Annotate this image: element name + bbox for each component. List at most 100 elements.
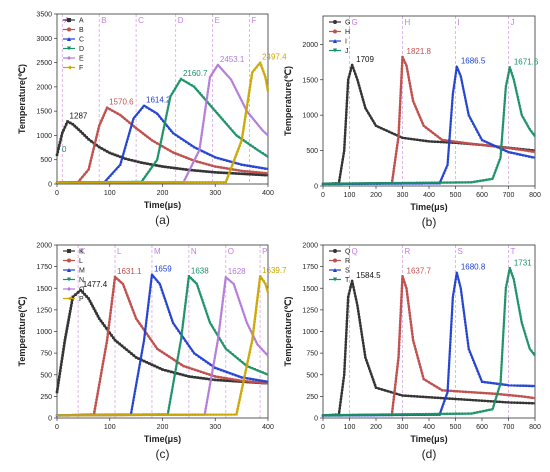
series-marker [393,161,397,165]
series-marker [174,133,177,137]
series-marker [463,95,467,99]
series-marker [99,319,103,323]
series-marker [495,166,498,170]
series-marker [79,181,83,184]
series-marker [262,349,266,353]
series-marker [419,368,423,372]
y-tick-label: 1000 [302,329,318,336]
series-marker [464,326,468,329]
series-marker [222,158,226,162]
series-marker [250,70,254,74]
series-marker [175,372,179,375]
series-marker [506,275,510,279]
series-marker [449,119,453,122]
series-marker [180,332,184,336]
series-marker [498,159,501,162]
series-marker [154,160,157,164]
series-marker [137,181,140,184]
series-marker [346,295,350,299]
series-marker [254,308,258,311]
series-marker [94,413,98,417]
series-marker [502,393,506,396]
series-marker [393,158,397,162]
series-marker [158,180,161,184]
peak-value-label: 1680.8 [461,263,486,272]
series-marker [249,143,252,147]
y-tick-label: 1000 [36,133,52,140]
series-marker [140,161,143,164]
series-marker [427,380,431,384]
series-marker [263,171,267,175]
series-marker [205,401,209,404]
series-marker [164,115,168,118]
legend-marker [67,27,71,32]
series-marker [357,312,361,316]
series-marker [158,144,162,147]
series-marker [460,80,464,84]
series-marker [204,407,208,410]
series-marker [451,298,454,302]
series-marker [178,413,181,417]
series-marker [364,356,367,359]
series-marker [356,81,360,84]
series-marker [433,181,437,185]
series-marker [346,87,349,90]
series-marker [159,285,163,289]
legend-marker [333,258,337,263]
series-marker [142,104,146,107]
series-marker [504,149,508,153]
series-marker [166,109,169,113]
series-marker [178,347,181,351]
series-marker [231,80,234,84]
series-marker [439,179,443,182]
series-marker [198,161,202,164]
series-marker [110,302,113,306]
series-marker [504,295,507,299]
series-marker [483,139,486,143]
y-tick-label: 500 [306,148,318,155]
series-marker [358,86,362,90]
series-marker [196,89,200,93]
series-marker [340,388,344,392]
series-marker [255,302,258,305]
series-marker [222,287,226,291]
series-marker [216,367,220,371]
series-marker [501,400,504,404]
series-marker [491,143,494,147]
series-marker [94,401,98,404]
series-marker [222,379,226,382]
series-marker [243,172,246,176]
series-marker [264,78,268,82]
series-marker [77,128,81,132]
series-marker [430,396,434,399]
series-marker [169,370,173,374]
series-marker [248,365,251,369]
series-marker [150,109,154,112]
series-marker [104,347,107,351]
series-marker [397,413,401,416]
series-marker [393,392,396,395]
series-marker [205,313,209,316]
series-marker [399,305,403,308]
series-marker [476,369,479,373]
series-marker [177,135,180,138]
series-markers-M [55,273,267,417]
series-marker [229,351,232,354]
x-tick-label: 400 [423,192,435,199]
series-marker [85,295,88,298]
series-marker [430,140,434,143]
series-marker [407,302,410,305]
series-marker [497,387,501,391]
series-marker [409,181,413,185]
series-marker [95,143,98,147]
x-tick-label: 300 [209,190,221,197]
series-marker [448,133,452,137]
series-marker [61,351,65,354]
series-marker [403,280,406,284]
series-marker [397,344,401,347]
series-marker [342,379,345,383]
series-marker [253,368,257,371]
series-marker [252,323,256,327]
series-marker [523,119,527,123]
series-marker [58,369,62,372]
